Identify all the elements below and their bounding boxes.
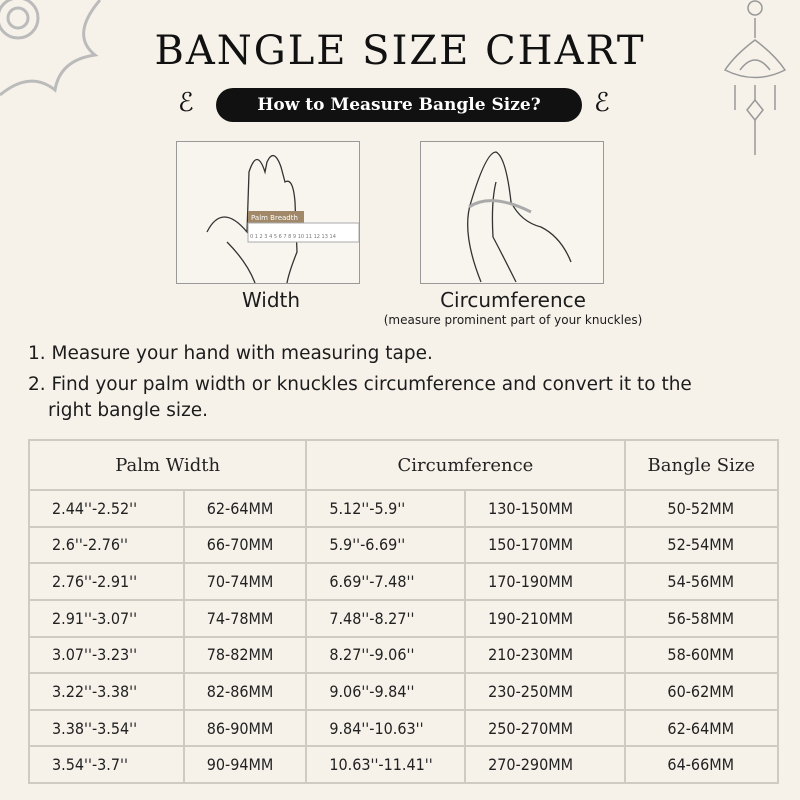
palm-width-mm-cell: 70-74MM bbox=[182, 562, 308, 601]
bangle-size-cell: 56-58MM bbox=[623, 598, 780, 638]
bangle-size-cell: 54-56MM bbox=[623, 562, 780, 601]
width-illustration: Palm Breadth 0 1 2 3 4 5 6 7 8 9 10 11 1… bbox=[176, 141, 360, 284]
bangle-size-cell: 60-62MM bbox=[623, 672, 780, 711]
subtitle-banner: How to Measure Bangle Size? bbox=[216, 88, 582, 122]
header-palm-width: Palm Width bbox=[27, 439, 308, 491]
table-row: 2.91''-3.07'' 74-78MM 7.48''-8.27'' 190-210… bbox=[28, 598, 780, 638]
circumference-caption: Circumference bbox=[440, 288, 586, 312]
circumference-mm-cell: 250-270MM bbox=[464, 708, 626, 748]
step-2-continued: right bangle size. bbox=[48, 400, 209, 421]
step-1: 1. Measure your hand with measuring tape… bbox=[28, 343, 433, 364]
table-row: 2.6''-2.76'' 66-70MM 5.9''-6.69'' 150-170MM… bbox=[28, 525, 780, 565]
bangle-size-cell: 62-64MM bbox=[623, 708, 780, 748]
hand-circumference-icon bbox=[467, 151, 572, 283]
right-scroll-ornament-icon: ℰ bbox=[594, 88, 610, 118]
palm-width-inches-cell: 2.76''-2.91'' bbox=[28, 562, 185, 601]
circumference-mm-cell: 130-150MM bbox=[464, 489, 626, 528]
header-bangle-size: Bangle Size bbox=[623, 439, 780, 491]
circumference-inches-cell: 6.69''-7.48'' bbox=[305, 562, 467, 601]
table-header-row: Palm Width Circumference Bangle Size bbox=[27, 439, 780, 491]
bangle-size-cell: 64-66MM bbox=[623, 745, 780, 784]
palm-width-inches-cell: 2.44''-2.52'' bbox=[28, 489, 185, 528]
bangle-size-cell: 50-52MM bbox=[623, 489, 780, 528]
palm-width-mm-cell: 74-78MM bbox=[182, 598, 308, 638]
header-circumference: Circumference bbox=[305, 439, 626, 491]
palm-width-inches-cell: 3.07''-3.23'' bbox=[28, 635, 185, 675]
width-caption: Width bbox=[241, 288, 301, 312]
circumference-mm-cell: 190-210MM bbox=[464, 598, 626, 638]
left-scroll-ornament-icon: ℰ bbox=[178, 88, 194, 118]
svg-text:0 1 2 3 4 5 6 7 8 9 10 11 12 1: 0 1 2 3 4 5 6 7 8 9 10 11 12 13 14 bbox=[250, 234, 336, 240]
lotus-decoration-icon bbox=[723, 0, 787, 155]
palm-width-mm-cell: 62-64MM bbox=[182, 489, 308, 528]
circumference-inches-cell: 5.9''-6.69'' bbox=[305, 525, 467, 565]
table-row: 3.07''-3.23'' 78-82MM 8.27''-9.06'' 210-230… bbox=[28, 635, 780, 675]
step-2: 2. Find your palm width or knuckles circ… bbox=[28, 374, 692, 395]
palm-width-inches-cell: 3.22''-3.38'' bbox=[28, 672, 185, 711]
circumference-illustration bbox=[420, 141, 604, 284]
circumference-mm-cell: 230-250MM bbox=[464, 672, 626, 711]
palm-width-mm-cell: 82-86MM bbox=[182, 672, 308, 711]
circumference-inches-cell: 9.84''-10.63'' bbox=[305, 708, 467, 748]
circumference-inches-cell: 10.63''-11.41'' bbox=[305, 745, 467, 784]
palm-width-mm-cell: 66-70MM bbox=[182, 525, 308, 565]
circumference-mm-cell: 270-290MM bbox=[464, 745, 626, 784]
bangle-size-cell: 58-60MM bbox=[623, 635, 780, 675]
circumference-inches-cell: 7.48''-8.27'' bbox=[305, 598, 467, 638]
circumference-mm-cell: 170-190MM bbox=[464, 562, 626, 601]
table-row: 3.54''-3.7'' 90-94MM 10.63''-11.41'' 270-29… bbox=[28, 745, 780, 784]
size-chart-table: Palm Width Circumference Bangle Size 2.4… bbox=[27, 439, 780, 784]
circumference-mm-cell: 150-170MM bbox=[464, 525, 626, 565]
palm-width-inches-cell: 3.54''-3.7'' bbox=[28, 745, 185, 784]
circumference-mm-cell: 210-230MM bbox=[464, 635, 626, 675]
palm-width-mm-cell: 90-94MM bbox=[182, 745, 308, 784]
svg-text:Palm Breadth: Palm Breadth bbox=[251, 214, 298, 222]
mandala-decoration-icon bbox=[0, 0, 102, 97]
bangle-size-cell: 52-54MM bbox=[623, 525, 780, 565]
palm-width-mm-cell: 86-90MM bbox=[182, 708, 308, 748]
palm-width-inches-cell: 2.6''-2.76'' bbox=[28, 525, 185, 565]
palm-width-mm-cell: 78-82MM bbox=[182, 635, 308, 675]
table-row: 2.44''-2.52'' 62-64MM 5.12''-5.9'' 130-150M… bbox=[28, 489, 780, 528]
page-title: BANGLE SIZE CHART bbox=[154, 28, 646, 74]
table-row: 3.22''-3.38'' 82-86MM 9.06''-9.84'' 230-250… bbox=[28, 672, 780, 711]
hand-width-icon: Palm Breadth 0 1 2 3 4 5 6 7 8 9 10 11 1… bbox=[206, 155, 360, 284]
table-row: 3.38''-3.54'' 86-90MM 9.84''-10.63'' 250-27… bbox=[28, 708, 780, 748]
table-row: 2.76''-2.91'' 70-74MM 6.69''-7.48'' 170-190… bbox=[28, 562, 780, 601]
palm-width-inches-cell: 2.91''-3.07'' bbox=[28, 598, 185, 638]
circumference-inches-cell: 5.12''-5.9'' bbox=[305, 489, 467, 528]
palm-width-inches-cell: 3.38''-3.54'' bbox=[28, 708, 185, 748]
circumference-inches-cell: 9.06''-9.84'' bbox=[305, 672, 467, 711]
circumference-note: (measure prominent part of your knuckles… bbox=[383, 313, 643, 327]
circumference-inches-cell: 8.27''-9.06'' bbox=[305, 635, 467, 675]
